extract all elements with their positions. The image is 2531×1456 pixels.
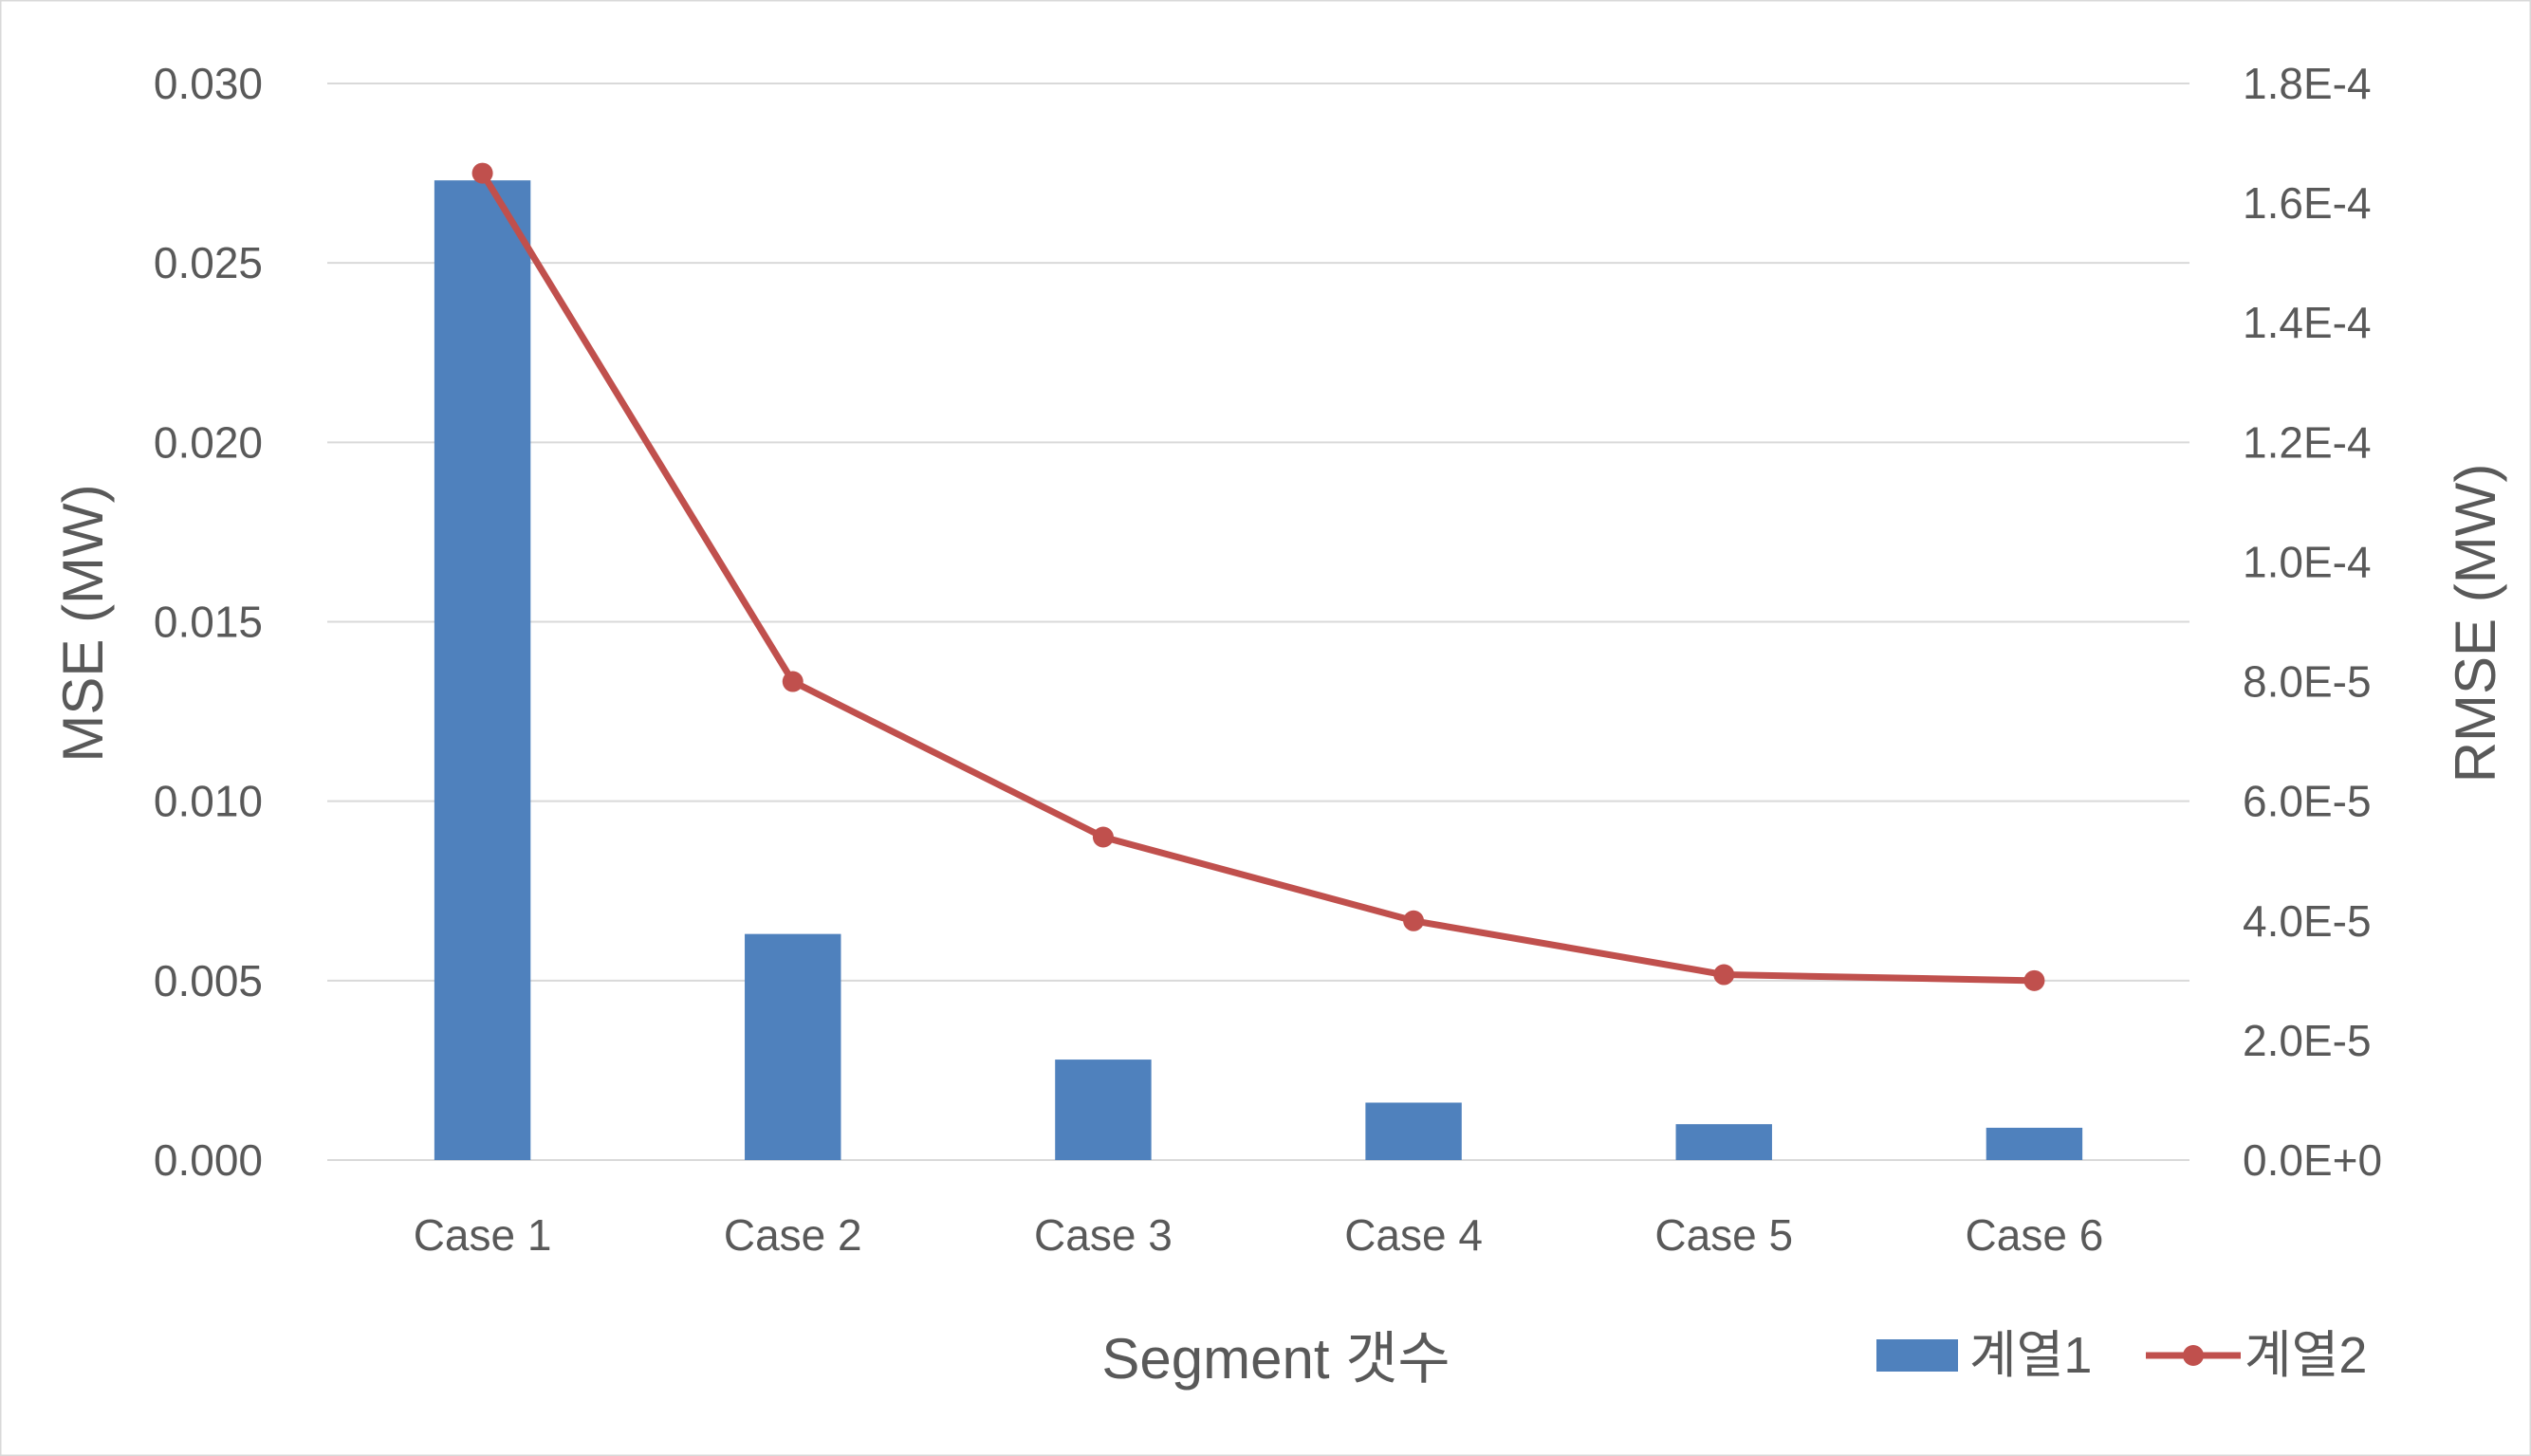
y-axis-title: MSE (MW) [51, 484, 115, 762]
legend-label-series-1: 계열1 [1969, 1327, 2092, 1384]
x-tick-label: Case 4 [1344, 1210, 1483, 1260]
legend-swatch-series-1 [1876, 1339, 1958, 1372]
y2-tick-label: 0.0E+0 [2243, 1135, 2382, 1185]
x-tick-label: Case 2 [724, 1210, 862, 1260]
y-tick-label: 0.010 [154, 777, 263, 826]
gridlines [327, 83, 2189, 1161]
x-axis-title: Segment 갯수 [1101, 1327, 1450, 1391]
series-line [479, 171, 2035, 985]
y-tick-label: 0.025 [154, 238, 263, 287]
bar [1675, 1124, 1772, 1160]
y2-tick-label: 1.6E-4 [2243, 178, 2372, 228]
bar-series [434, 180, 2083, 1160]
bar [1055, 1060, 1152, 1160]
y2-tick-label: 2.0E-5 [2243, 1016, 2372, 1065]
y2-axis-title: RMSE (MW) [2444, 464, 2507, 783]
x-tick-label: Case 6 [1966, 1210, 2104, 1260]
category-axis-ticks: Case 1 Case 2 Case 3 Case 4 Case 5 Case 6 [414, 1210, 2104, 1260]
y-tick-label: 0.020 [154, 417, 263, 467]
y2-tick-label: 6.0E-5 [2243, 777, 2372, 826]
x-tick-label: Case 1 [414, 1210, 552, 1260]
line-point [471, 162, 493, 184]
legend-label-series-2: 계열2 [2245, 1327, 2367, 1384]
y-tick-label: 0.015 [154, 598, 263, 647]
line-point [1092, 826, 1114, 848]
y2-tick-label: 1.0E-4 [2243, 537, 2372, 586]
line-point [1713, 964, 1735, 986]
bar [434, 180, 531, 1160]
line-series [471, 162, 2045, 991]
y2-tick-label: 4.0E-5 [2243, 896, 2372, 946]
x-tick-label: Case 3 [1034, 1210, 1173, 1260]
y2-tick-label: 1.2E-4 [2243, 417, 2372, 467]
line-point [1403, 910, 1425, 931]
y-tick-label: 0.030 [154, 59, 263, 108]
right-axis-ticks: 0.0E+0 2.0E-5 4.0E-5 6.0E-5 8.0E-5 1.0E-4 1.2E… [2243, 59, 2382, 1185]
left-axis-ticks: 0.000 0.005 0.010 0.015 0.020 0.025 0.030 [154, 59, 263, 1185]
legend-marker-series-2 [2183, 1345, 2204, 1366]
y2-tick-label: 8.0E-5 [2243, 657, 2372, 707]
legend: 계열1 계열2 [1876, 1327, 2367, 1384]
bar [745, 933, 841, 1160]
y-tick-label: 0.000 [154, 1135, 263, 1185]
y2-tick-label: 1.4E-4 [2243, 298, 2372, 347]
line-point [2023, 969, 2045, 991]
y-tick-label: 0.005 [154, 956, 263, 1005]
x-tick-label: Case 5 [1654, 1210, 1793, 1260]
y2-tick-label: 1.8E-4 [2243, 59, 2372, 108]
line-point [782, 671, 804, 692]
bar [1986, 1127, 2083, 1160]
bar [1365, 1102, 1462, 1160]
